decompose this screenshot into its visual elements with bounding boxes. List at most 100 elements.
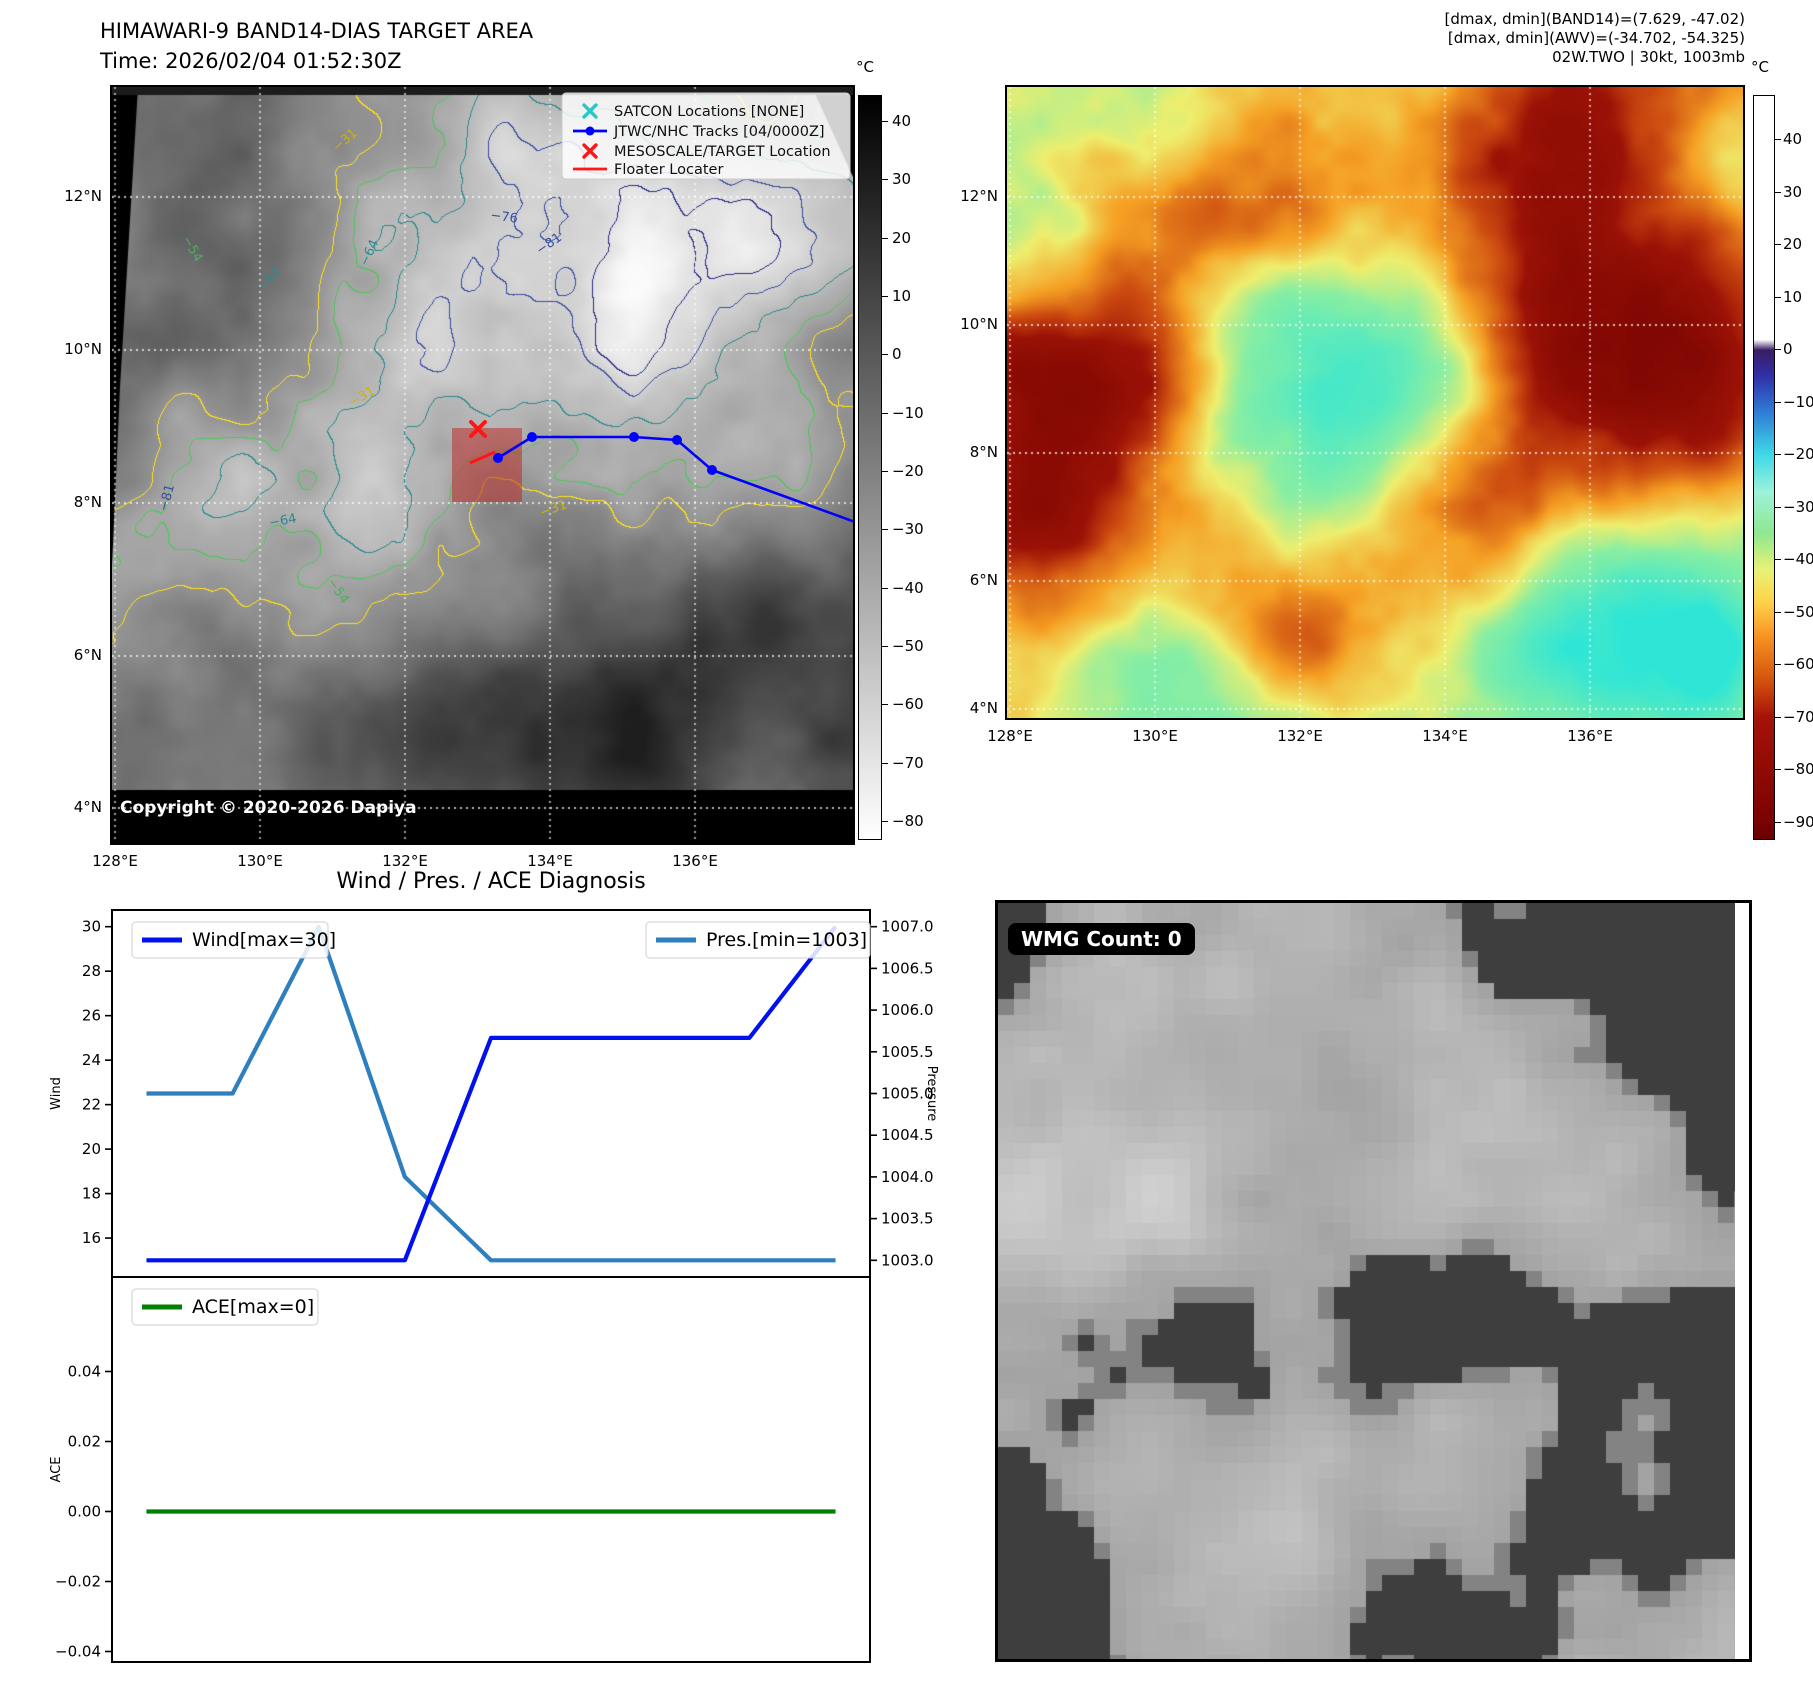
band14-colorbar-tick-label: −60 — [892, 695, 924, 714]
jtwc-track-point — [707, 465, 717, 475]
band14-colorbar-tick-label: 30 — [892, 170, 912, 189]
awv-colorbar-tick-label: −10 — [1783, 392, 1813, 411]
pressure-axis-label: Pressure — [924, 1066, 939, 1122]
wind-axis-label: Wind — [49, 1077, 64, 1110]
copyright-text: Copyright © 2020-2026 Dapiya — [120, 798, 417, 818]
band14-colorbar-tick-label: −20 — [892, 461, 924, 480]
wmg-count-badge: WMG Count: 0 — [1008, 923, 1195, 955]
wind-tick-label: 24 — [82, 1051, 101, 1069]
awv-lat-tick: 12°N — [960, 187, 998, 205]
contour-label: −31 — [330, 126, 361, 155]
wmg-pixel-image — [998, 903, 1735, 1659]
wind-tick-label: 22 — [82, 1096, 101, 1114]
mesoscale-target-box — [452, 428, 522, 502]
band14-colorbar-tick-mark — [882, 762, 888, 764]
wind-tick-label: 16 — [82, 1229, 101, 1247]
awv-lon-tick: 136°E — [1567, 727, 1613, 745]
band14-colorbar — [858, 95, 882, 840]
band14-lon-tick: 130°E — [237, 852, 283, 870]
ace-plot-frame — [111, 1276, 871, 1663]
band14-colorbar-tick-label: −40 — [892, 578, 924, 597]
pressure-tick-label: 1003.5 — [881, 1210, 934, 1228]
awv-colorbar-tick-label: −40 — [1783, 550, 1813, 568]
jtwc-track-point — [493, 453, 503, 463]
jtwc-track-point — [629, 432, 639, 442]
awv-colorbar-tick-label: 0 — [1783, 340, 1793, 358]
pressure-legend-box — [645, 921, 871, 959]
band14-title-line: HIMAWARI-9 BAND14-DIAS TARGET AREA — [100, 19, 534, 43]
contour-label: −64 — [357, 237, 382, 268]
ace-tick-label: −0.04 — [55, 1643, 101, 1661]
band14-colorbar-tick-mark — [882, 529, 888, 531]
jtwc-track-line — [497, 435, 853, 523]
band14-colorbar-tick-mark — [882, 354, 888, 356]
contour-label: −81 — [156, 483, 178, 513]
band14-colorbar-tick-label: 0 — [892, 345, 902, 364]
awv-colorbar-tick-mark — [1775, 664, 1781, 665]
awv-colorbar-unit: °C — [1751, 58, 1769, 76]
band14-lon-tick: 136°E — [672, 852, 718, 870]
jtwc-track-point — [527, 432, 537, 442]
wind-tick-label: 20 — [82, 1140, 101, 1158]
contour-label: −31 — [347, 384, 378, 411]
awv-lat-tick: 10°N — [960, 315, 998, 333]
wind-tick-label: 18 — [82, 1185, 101, 1203]
band14-colorbar-tick-mark — [882, 237, 888, 239]
awv-colorbar-tick-label: −90 — [1783, 812, 1813, 831]
awv-colorbar-tick-label: 20 — [1783, 235, 1803, 253]
awv-satellite-image — [1007, 87, 1743, 718]
band14-lat-tick: 12°N — [64, 187, 102, 205]
awv-colorbar-tick-mark — [1775, 611, 1781, 613]
awv-colorbar-tick-mark — [1775, 821, 1781, 823]
awv-colorbar-tick-mark — [1775, 191, 1781, 193]
contour-label: −64 — [254, 265, 284, 295]
awv-colorbar-tick-label: 10 — [1783, 287, 1803, 306]
awv-lat-tick: 4°N — [969, 699, 998, 717]
wind-tick-label: 30 — [82, 918, 101, 936]
awv-colorbar-tick-mark — [1775, 244, 1781, 245]
awv-panel-title: [dmax, dmin](BAND14)=(7.629, -47.02) [dm… — [1150, 10, 1745, 67]
awv-colorbar-tick-mark — [1775, 454, 1781, 455]
band14-colorbar-tick-mark — [882, 645, 888, 647]
awv-stats-band14: [dmax, dmin](BAND14)=(7.629, -47.02) — [1444, 10, 1745, 28]
awv-lon-tick: 134°E — [1422, 727, 1468, 745]
awv-colorbar-tick-mark — [1775, 296, 1781, 298]
band14-lat-tick: 8°N — [73, 493, 102, 511]
band14-panel-title: HIMAWARI-9 BAND14-DIAS TARGET AREA Time:… — [100, 16, 533, 76]
band14-colorbar-tick-label: 10 — [892, 286, 912, 305]
band14-colorbar-tick-label: −80 — [892, 811, 924, 830]
awv-lon-tick: 132°E — [1277, 727, 1323, 745]
legend-item-label: JTWC/NHC Tracks [04/0000Z] — [613, 124, 825, 140]
band14-map-overlay: −31 −54 −64 −76 −81 −64 −64 −81 −31 −54 −31 SATCON … — [120, 92, 853, 818]
pressure-legend-label: Pres.[min=1003] — [706, 929, 867, 951]
band14-colorbar-unit: °C — [856, 58, 874, 76]
band14-lat-tick: 6°N — [73, 646, 102, 664]
band14-colorbar-tick-label: −30 — [892, 520, 924, 539]
band14-colorbar-tick-label: 40 — [892, 112, 912, 130]
band14-colorbar-tick-label: 20 — [892, 228, 912, 247]
legend-item-label: SATCON Locations [NONE] — [614, 104, 804, 120]
awv-lon-tick: 128°E — [987, 727, 1033, 745]
awv-lat-tick: 6°N — [969, 571, 998, 589]
awv-colorbar-tick-label: −60 — [1783, 655, 1813, 673]
mesoscale-target-x-icon — [469, 420, 487, 438]
band14-colorbar-tick-mark — [882, 820, 888, 822]
awv-colorbar-tick-label: −20 — [1783, 445, 1813, 463]
awv-lon-tick: 130°E — [1132, 727, 1178, 745]
wind-series-line — [146, 925, 838, 1263]
legend-item-label: Floater Locater — [614, 162, 723, 178]
awv-colorbar-tick-mark — [1775, 401, 1781, 403]
awv-colorbar-tick-label: 30 — [1783, 182, 1803, 201]
ace-legend-label: ACE[max=0] — [192, 1296, 314, 1318]
band14-lon-tick: 132°E — [382, 852, 428, 870]
wind-legend-label: Wind[max=30] — [192, 929, 336, 951]
contour-label: −54 — [179, 234, 206, 265]
awv-colorbar-tick-mark — [1775, 349, 1781, 350]
wind-tick-label: 26 — [82, 1007, 101, 1025]
contour-label: −31 — [538, 497, 569, 520]
floater-locater-line — [469, 450, 496, 465]
ace-tick-label: 0.04 — [68, 1363, 101, 1381]
band14-colorbar-tick-mark — [882, 587, 888, 589]
awv-colorbar-tick-label: −30 — [1783, 497, 1813, 516]
